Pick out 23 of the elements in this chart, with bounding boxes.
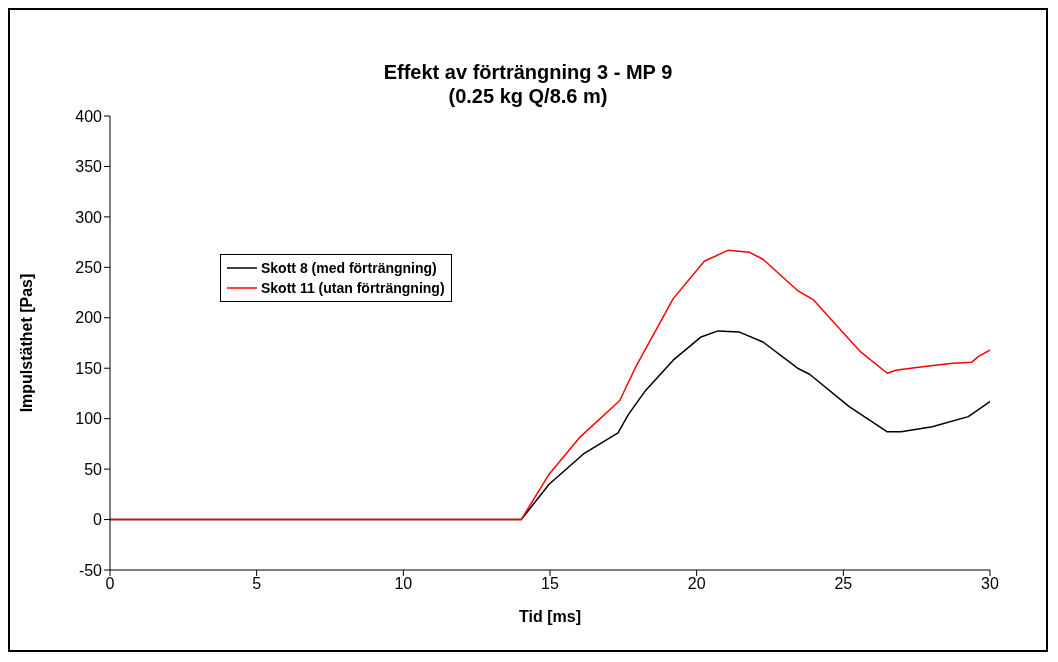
x-tick-label: 30	[981, 575, 999, 593]
legend-label: Skott 8 (med förträngning)	[261, 259, 437, 278]
x-tick-label: 10	[394, 575, 413, 593]
x-tick-label: 5	[252, 575, 262, 593]
y-tick-label: 250	[75, 259, 103, 277]
y-tick-label: 100	[75, 410, 103, 428]
y-tick-label: 350	[75, 158, 103, 176]
legend-label: Skott 11 (utan förträngning)	[261, 279, 445, 298]
y-tick-label: 50	[84, 460, 103, 478]
y-tick-label: 150	[75, 359, 103, 377]
x-tick-label: 15	[541, 575, 559, 593]
x-tick-label: 25	[834, 575, 853, 593]
chart-subtitle: (0.25 kg Q/8.6 m)	[447, 84, 609, 108]
y-tick-label: 300	[75, 208, 103, 226]
x-tick-label: 20	[687, 575, 706, 593]
x-axis-title: Tid [ms]	[519, 608, 581, 625]
chart-title: Effekt av förträngning 3 - MP 9	[382, 60, 674, 84]
y-tick-label: 0	[93, 511, 103, 529]
y-tick-label: 200	[75, 309, 103, 327]
y-tick-label: -50	[78, 561, 103, 579]
y-tick-label: 400	[75, 107, 103, 125]
y-axis-title: Impulstäthet [Pas]	[17, 273, 35, 413]
x-tick-label: 0	[105, 575, 115, 593]
